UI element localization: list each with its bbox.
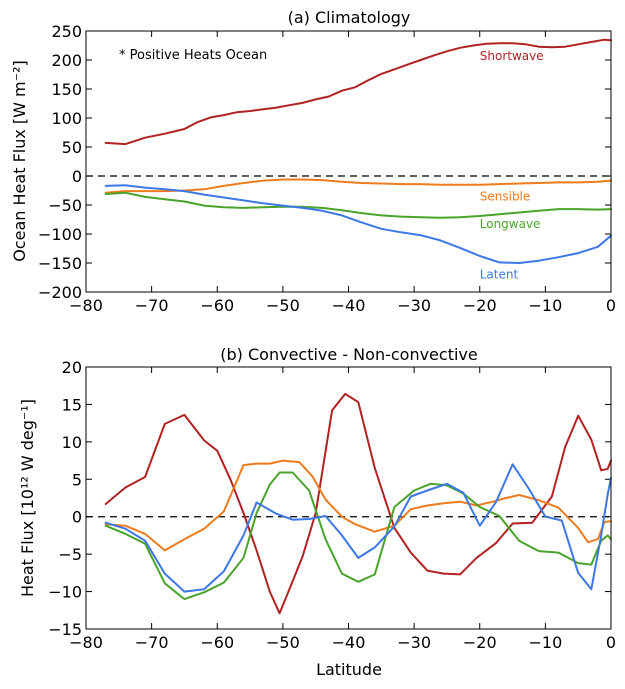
panel-b-axis-ticks: −80 −70 −60 −50 −40 −30 −20 −10 0−15−10−50510152… (48, 358, 616, 652)
panel-b-series-sensible (104, 459, 612, 552)
panel-b-xtick-label: −80 (69, 633, 103, 652)
panel-b-ytick-label: 5 (72, 470, 82, 489)
panel-a-ytick-label: 200 (51, 51, 82, 70)
panel-b-ytick-label: 20 (62, 358, 82, 377)
series-label-longwave: Longwave (480, 217, 541, 231)
panel-a-axis-ticks: −80 −70 −60 −50 −40 −30 −20 −10 0−200−150−100−50… (38, 22, 616, 315)
panel-b-series-shortwave (104, 392, 612, 615)
panel-a-xtick-label: −80 (69, 296, 103, 315)
panel-b-xtick-label: 0 (606, 633, 616, 652)
panel-a-series-labels: Shortwave Sensible Longwave Latent (480, 49, 544, 282)
panel-b-ytick-label: −5 (58, 545, 82, 564)
panel-a-xtick-label: −60 (200, 296, 234, 315)
series-label-sensible: Sensible (480, 189, 531, 203)
panel-b-xtick-label: −50 (266, 633, 300, 652)
panel-b-xtick-label: −40 (332, 633, 366, 652)
panel-a-ytick-label: −50 (48, 196, 82, 215)
panel-a-xtick-label: −70 (135, 296, 169, 315)
series-label-shortwave: Shortwave (480, 49, 544, 63)
panel-b-xlabel: Latitude (316, 660, 382, 679)
panel-a-xtick-label: −20 (463, 296, 497, 315)
series-label-latent: Latent (480, 268, 519, 282)
panel-a-ytick-label: −100 (38, 225, 82, 244)
panel-a-xtick-label: −30 (397, 296, 431, 315)
panel-a-annotation: * Positive Heats Ocean (119, 48, 267, 63)
panel-b-ytick-label: −10 (48, 583, 82, 602)
panel-b-plot-frame (85, 366, 612, 630)
panel-a-series-sensible (104, 178, 612, 194)
panel-a-title: (a) Climatology (288, 8, 411, 27)
panel-b-title: (b) Convective - Non-convective (220, 345, 477, 364)
panel-a-xtick-label: −10 (528, 296, 562, 315)
panel-a-ytick-label: 150 (51, 80, 82, 99)
panel-b-ytick-label: 15 (62, 395, 82, 414)
panel-b-xtick-label: −70 (135, 633, 169, 652)
panel-b-series-longwave (104, 471, 612, 601)
panel-a-series-group (104, 38, 612, 264)
panel-a-ytick-label: 100 (51, 109, 82, 128)
panel-a-xtick-label: −50 (266, 296, 300, 315)
climatology-panel: (a) Climatology Ocean Heat Flux [W m⁻²] … (10, 8, 616, 315)
panel-b-ytick-label: 10 (62, 433, 82, 452)
panel-b-ytick-label: 0 (72, 508, 82, 527)
panel-a-series-shortwave (104, 38, 612, 146)
panel-a-xtick-label: 0 (606, 296, 616, 315)
panel-a-ytick-label: 0 (72, 167, 82, 186)
panel-a-xtick-label: −40 (332, 296, 366, 315)
panel-a-ytick-label: −200 (38, 283, 82, 302)
panel-b-xtick-label: −10 (528, 633, 562, 652)
panel-b-ytick-label: −15 (48, 620, 82, 639)
panel-a-series-latent (104, 184, 612, 264)
panel-a-ylabel: Ocean Heat Flux [W m⁻²] (10, 60, 29, 261)
panel-a-ytick-label: 250 (51, 22, 82, 41)
panel-a-series-longwave (104, 191, 612, 219)
panel-a-ytick-label: 50 (62, 138, 82, 157)
panel-b-xtick-label: −30 (397, 633, 431, 652)
panel-a-ytick-label: −150 (38, 254, 82, 273)
panel-b-xtick-label: −60 (200, 633, 234, 652)
panel-b-ylabel: Heat Flux [10¹² W deg⁻¹] (18, 399, 37, 597)
panel-b-series-latent (104, 463, 612, 593)
panel-a-plot-frame (85, 30, 612, 293)
convective-panel: (b) Convective - Non-convective Heat Flu… (18, 345, 616, 679)
panel-b-series-group (104, 392, 612, 615)
panel-b-xtick-label: −20 (463, 633, 497, 652)
